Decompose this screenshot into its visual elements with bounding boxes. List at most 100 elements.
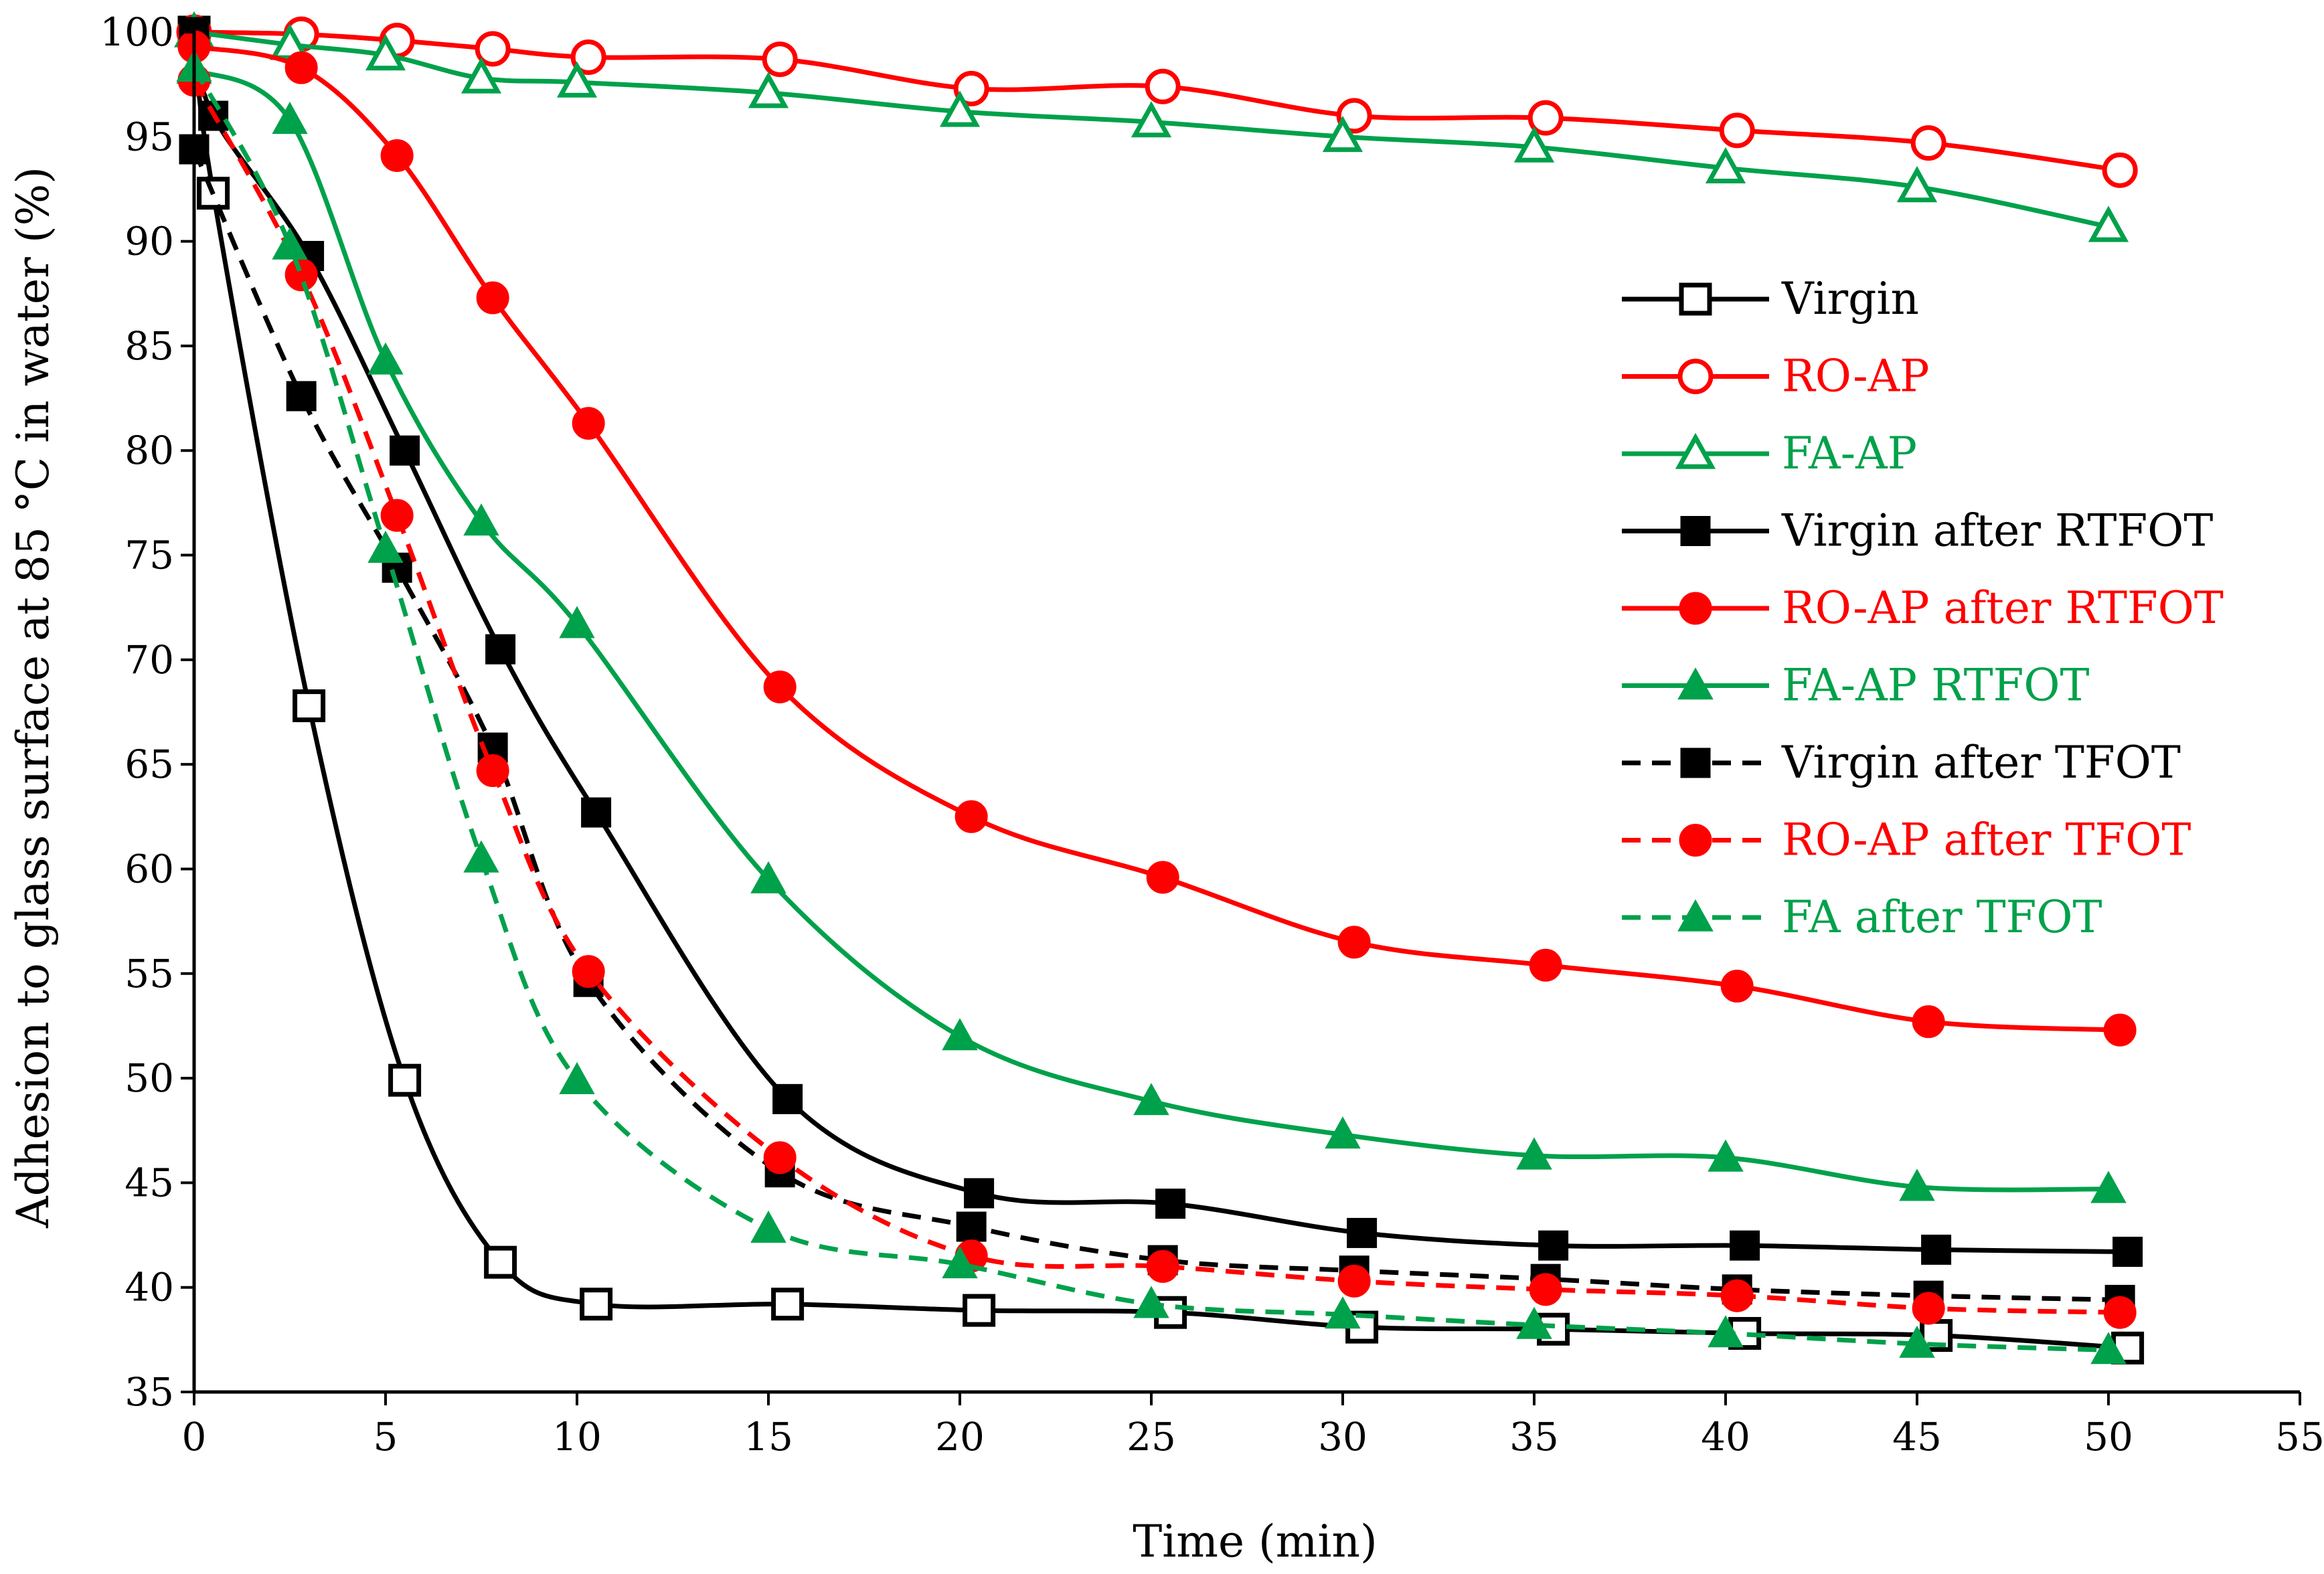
data-point — [286, 381, 317, 412]
data-point — [939, 90, 981, 127]
data-point — [1325, 1296, 1361, 1329]
series-line-ro-ap — [193, 29, 2121, 173]
y-tick-label: 80 — [124, 428, 174, 473]
data-point — [1705, 147, 1746, 183]
data-point — [367, 342, 404, 375]
legend-marker — [1677, 899, 1714, 932]
y-tick-label: 40 — [124, 1265, 174, 1310]
data-point — [559, 1062, 595, 1094]
data-point — [772, 1083, 803, 1114]
series-layer — [173, 11, 2145, 1365]
data-point — [1708, 1315, 1744, 1348]
data-point — [954, 800, 988, 833]
legend-marker — [1679, 592, 1712, 625]
data-point — [750, 861, 786, 893]
data-point — [1155, 1189, 1186, 1219]
data-point — [559, 606, 595, 638]
data-point — [284, 258, 318, 292]
data-point — [2090, 1332, 2127, 1365]
data-point — [390, 435, 420, 466]
series-line-fa-ap — [193, 29, 2109, 230]
data-point — [476, 754, 509, 788]
y-tick-label: 95 — [124, 114, 174, 159]
data-point — [572, 407, 605, 440]
data-point — [1899, 1168, 1935, 1201]
x-tick-label: 15 — [744, 1414, 793, 1460]
data-point — [476, 281, 509, 315]
data-point — [580, 1288, 613, 1321]
data-point — [1325, 1116, 1361, 1149]
data-point — [1912, 1005, 1945, 1039]
legend-item-virgin: Virgin — [1622, 273, 1919, 325]
y-tick-label: 55 — [124, 951, 174, 996]
data-point — [2103, 1013, 2137, 1047]
x-axis-title: Time (min) — [1133, 1516, 1377, 1567]
legend-item-virgin-after-tfot: Virgin after TFOT — [1622, 737, 2181, 788]
legend-item-ro-ap-after-tfot: RO-AP after TFOT — [1622, 814, 2191, 866]
data-point — [1529, 1273, 1562, 1306]
legend-marker — [1679, 824, 1712, 857]
data-point — [942, 1246, 978, 1279]
legend-label: FA after TFOT — [1782, 891, 2102, 943]
data-point — [1708, 1139, 1744, 1172]
data-point — [1146, 861, 1179, 894]
data-point — [284, 51, 318, 84]
legend-marker — [1675, 432, 1716, 469]
x-tick-label: 35 — [1509, 1414, 1559, 1460]
y-tick-label: 45 — [124, 1160, 174, 1205]
data-point — [484, 1245, 517, 1279]
legend-marker — [1677, 359, 1714, 394]
data-point — [1133, 1083, 1169, 1116]
data-point — [748, 72, 789, 108]
series-fa-ap-rtfot — [176, 52, 2127, 1203]
legend-item-ro-ap-after-rtfot: RO-AP after RTFOT — [1622, 582, 2224, 634]
data-point — [1529, 948, 1562, 982]
data-point — [1720, 970, 1754, 1003]
legend-label: RO-AP — [1782, 351, 1930, 402]
x-tick-label: 25 — [1127, 1414, 1176, 1460]
data-point — [388, 1063, 422, 1097]
data-point — [1146, 1249, 1179, 1283]
y-tick-label: 100 — [100, 9, 174, 55]
data-point — [762, 41, 798, 78]
data-point — [572, 955, 605, 988]
y-tick-label: 35 — [124, 1369, 174, 1415]
data-point — [2112, 1237, 2143, 1267]
legend-label: RO-AP after RTFOT — [1782, 582, 2224, 634]
data-point — [475, 31, 511, 67]
data-point — [1513, 126, 1555, 163]
x-tick-label: 20 — [935, 1414, 985, 1460]
series-fa-after-tfot — [176, 49, 2127, 1365]
y-tick-label: 65 — [124, 741, 174, 787]
data-point — [1527, 100, 1564, 136]
legend: Virgin RO-AP FA-AP Virgin after RTFOT RO-AP … — [1622, 273, 2224, 943]
x-tick-label: 0 — [182, 1414, 207, 1460]
data-point — [763, 670, 797, 703]
data-point — [272, 227, 308, 260]
data-point — [1337, 926, 1371, 959]
data-point — [2088, 205, 2129, 242]
data-point — [1921, 1234, 1952, 1265]
series-line-virgin-after-rtfot — [191, 31, 2128, 1254]
data-point — [750, 1210, 786, 1243]
x-tick-label: 50 — [2084, 1414, 2133, 1460]
data-point — [1910, 125, 1946, 161]
y-tick-label: 90 — [124, 219, 174, 264]
data-point — [1899, 1325, 1935, 1358]
data-point — [1720, 1279, 1754, 1312]
data-point — [272, 102, 308, 135]
legend-label: Virgin — [1781, 273, 1919, 325]
data-point — [771, 1288, 805, 1321]
y-tick-label: 75 — [124, 533, 174, 578]
data-point — [461, 57, 502, 94]
legend-marker — [1677, 667, 1714, 700]
data-point — [1719, 112, 1755, 149]
data-point — [963, 1294, 996, 1327]
x-tick-label: 40 — [1701, 1414, 1750, 1460]
y-axis-title: Adhesion to glass surface at 85 °C in wa… — [7, 167, 59, 1229]
legend-label: FA-AP — [1782, 428, 1917, 479]
data-point — [485, 634, 516, 665]
data-point — [953, 70, 989, 106]
x-tick-label: 10 — [552, 1414, 602, 1460]
